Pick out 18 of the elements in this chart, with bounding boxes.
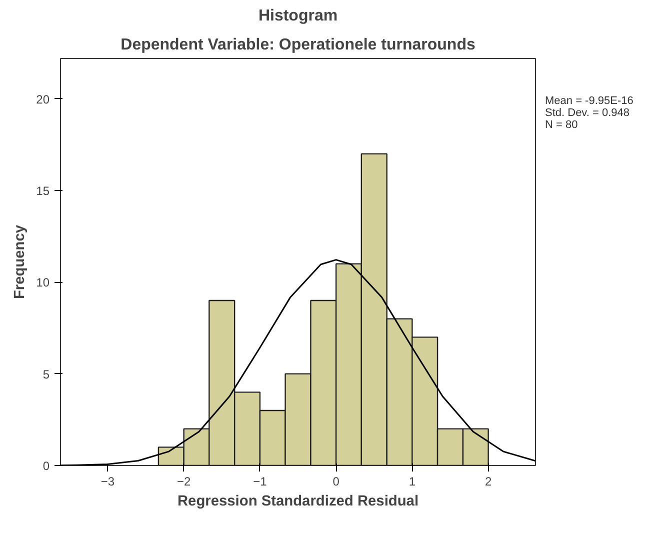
- y-tick-label: 5: [42, 367, 50, 382]
- text: Std. Dev. = 0.948: [545, 107, 630, 119]
- text: N = 80: [545, 119, 578, 131]
- y-tick-label: 10: [36, 276, 50, 290]
- chart-title: Histogram: [258, 8, 338, 24]
- x-tick-label: 2: [484, 474, 492, 488]
- chart-subtitle: Dependent Variable: Operationele turnarounds: [120, 36, 476, 54]
- x-tick-label: −1: [253, 474, 268, 488]
- y-tick-label: 0: [42, 459, 50, 473]
- y-axis-title: Frequency: [12, 224, 28, 300]
- y-tick-label: 15: [36, 184, 50, 198]
- x-tick-label: 1: [408, 474, 416, 488]
- x-tick-label: −2: [176, 474, 191, 488]
- x-tick-label: 0: [332, 474, 340, 488]
- text: Mean = -9.95E-16: [545, 95, 634, 107]
- x-tick-label: −3: [100, 474, 115, 488]
- y-tick-label: 20: [36, 92, 50, 106]
- x-axis-title: Regression Standardized Residual: [177, 494, 419, 510]
